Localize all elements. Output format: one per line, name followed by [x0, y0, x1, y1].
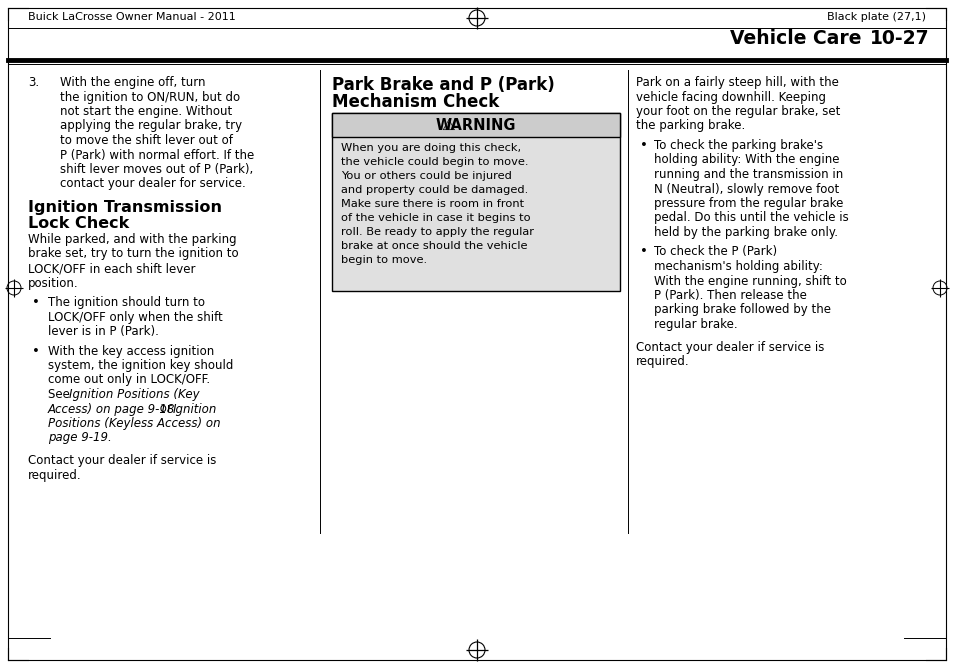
Text: come out only in LOCK/OFF.: come out only in LOCK/OFF.: [48, 373, 210, 387]
Text: system, the ignition key should: system, the ignition key should: [48, 359, 233, 372]
Text: Lock Check: Lock Check: [28, 216, 129, 231]
Text: lever is in P (Park).: lever is in P (Park).: [48, 325, 159, 338]
Text: While parked, and with the parking: While parked, and with the parking: [28, 233, 236, 246]
Text: •: •: [32, 345, 40, 357]
Text: N (Neutral), slowly remove foot: N (Neutral), slowly remove foot: [654, 182, 839, 196]
Text: contact your dealer for service.: contact your dealer for service.: [60, 178, 246, 190]
Text: pedal. Do this until the vehicle is: pedal. Do this until the vehicle is: [654, 212, 848, 224]
Text: Park on a fairly steep hill, with the: Park on a fairly steep hill, with the: [636, 76, 838, 89]
Text: P (Park) with normal effort. If the: P (Park) with normal effort. If the: [60, 148, 254, 162]
Text: held by the parking brake only.: held by the parking brake only.: [654, 226, 837, 239]
Text: brake set, try to turn the ignition to: brake set, try to turn the ignition to: [28, 248, 238, 261]
Text: roll. Be ready to apply the regular: roll. Be ready to apply the regular: [340, 227, 534, 237]
Text: •: •: [639, 139, 647, 152]
Text: brake at once should the vehicle: brake at once should the vehicle: [340, 241, 527, 251]
Text: With the key access ignition: With the key access ignition: [48, 345, 214, 357]
Text: Access) on page 9-18: Access) on page 9-18: [48, 403, 175, 415]
Text: or: or: [156, 403, 175, 415]
Text: The ignition should turn to: The ignition should turn to: [48, 296, 205, 309]
Text: •: •: [639, 246, 647, 259]
Text: begin to move.: begin to move.: [340, 255, 427, 265]
Text: LOCK/OFF in each shift lever: LOCK/OFF in each shift lever: [28, 262, 195, 275]
Text: Vehicle Care: Vehicle Care: [729, 29, 861, 48]
Text: to move the shift lever out of: to move the shift lever out of: [60, 134, 233, 147]
Text: With the engine off, turn: With the engine off, turn: [60, 76, 205, 89]
Text: pressure from the regular brake: pressure from the regular brake: [654, 197, 842, 210]
Text: Ignition Transmission: Ignition Transmission: [28, 200, 222, 215]
Text: holding ability: With the engine: holding ability: With the engine: [654, 154, 839, 166]
Text: vehicle facing downhill. Keeping: vehicle facing downhill. Keeping: [636, 90, 825, 104]
Text: 10-27: 10-27: [869, 29, 929, 48]
Text: P (Park). Then release the: P (Park). Then release the: [654, 289, 806, 302]
Text: Contact your dealer if service is: Contact your dealer if service is: [636, 341, 823, 353]
Text: the parking brake.: the parking brake.: [636, 120, 744, 132]
Text: Contact your dealer if service is: Contact your dealer if service is: [28, 454, 216, 467]
Text: page 9-19.: page 9-19.: [48, 432, 112, 444]
Text: running and the transmission in: running and the transmission in: [654, 168, 842, 181]
Text: your foot on the regular brake, set: your foot on the regular brake, set: [636, 105, 840, 118]
Text: Mechanism Check: Mechanism Check: [332, 93, 498, 111]
Text: Ignition: Ignition: [172, 403, 217, 415]
Text: regular brake.: regular brake.: [654, 318, 737, 331]
Bar: [332, 113, 619, 137]
Text: not start the engine. Without: not start the engine. Without: [60, 105, 232, 118]
Text: and property could be damaged.: and property could be damaged.: [340, 185, 528, 195]
Text: When you are doing this check,: When you are doing this check,: [340, 143, 520, 153]
Text: of the vehicle in case it begins to: of the vehicle in case it begins to: [340, 213, 530, 223]
Text: Ignition Positions (Key: Ignition Positions (Key: [69, 388, 199, 401]
Text: LOCK/OFF only when the shift: LOCK/OFF only when the shift: [48, 311, 222, 323]
Bar: [332, 113, 619, 291]
Text: the ignition to ON/RUN, but do: the ignition to ON/RUN, but do: [60, 90, 240, 104]
Text: See: See: [48, 388, 73, 401]
Text: mechanism's holding ability:: mechanism's holding ability:: [654, 260, 822, 273]
Text: applying the regular brake, try: applying the regular brake, try: [60, 120, 242, 132]
Text: Positions (Keyless Access) on: Positions (Keyless Access) on: [48, 417, 220, 430]
Text: parking brake followed by the: parking brake followed by the: [654, 303, 830, 317]
Text: 3.: 3.: [28, 76, 39, 89]
Text: With the engine running, shift to: With the engine running, shift to: [654, 275, 846, 287]
Text: ⚠: ⚠: [440, 118, 455, 132]
Text: required.: required.: [636, 355, 689, 368]
Text: •: •: [32, 296, 40, 309]
Text: required.: required.: [28, 468, 82, 482]
Text: Park Brake and P (Park): Park Brake and P (Park): [332, 76, 554, 94]
Text: To check the P (Park): To check the P (Park): [654, 246, 777, 259]
Text: the vehicle could begin to move.: the vehicle could begin to move.: [340, 157, 528, 167]
Text: WARNING: WARNING: [436, 118, 516, 132]
Text: You or others could be injured: You or others could be injured: [340, 171, 512, 181]
Text: Black plate (27,1): Black plate (27,1): [826, 12, 925, 22]
Text: Buick LaCrosse Owner Manual - 2011: Buick LaCrosse Owner Manual - 2011: [28, 12, 235, 22]
Text: position.: position.: [28, 277, 78, 289]
Text: Make sure there is room in front: Make sure there is room in front: [340, 199, 523, 209]
Text: shift lever moves out of P (Park),: shift lever moves out of P (Park),: [60, 163, 253, 176]
Text: To check the parking brake's: To check the parking brake's: [654, 139, 822, 152]
